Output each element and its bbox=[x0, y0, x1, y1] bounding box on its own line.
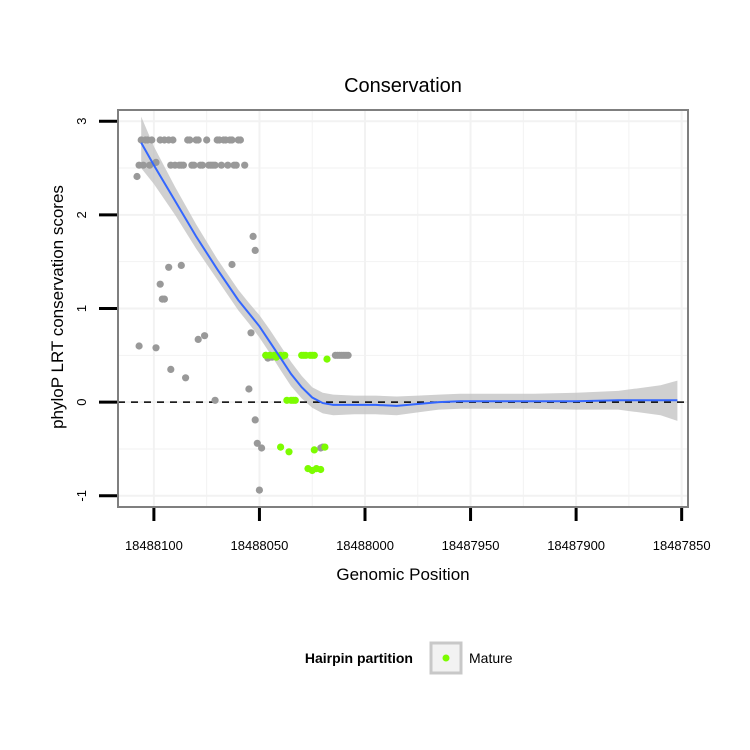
point-mature-10 bbox=[291, 396, 299, 404]
y-tick-label-4: 3 bbox=[74, 118, 89, 125]
point-other-42 bbox=[236, 136, 244, 144]
point-other-52 bbox=[182, 374, 190, 382]
point-other-19 bbox=[186, 136, 194, 144]
point-other-54 bbox=[201, 332, 209, 340]
point-other-63 bbox=[258, 444, 266, 452]
point-other-59 bbox=[251, 246, 259, 254]
point-other-30 bbox=[211, 161, 219, 169]
x-axis: 18488100 18488050 18488000 18487950 18487900… bbox=[125, 508, 711, 553]
point-mature-12 bbox=[285, 448, 293, 456]
y-axis-label: phyloP LRT conservation scores bbox=[48, 185, 67, 429]
point-other-51 bbox=[177, 261, 185, 269]
point-other-38 bbox=[228, 136, 236, 144]
legend-key-mature bbox=[442, 654, 450, 662]
point-mature-23 bbox=[317, 465, 325, 474]
x-tick-label-0: 18488100 bbox=[125, 538, 183, 553]
point-other-49 bbox=[165, 263, 173, 271]
point-other-62 bbox=[253, 439, 261, 447]
point-other-13 bbox=[169, 136, 177, 144]
point-other-43 bbox=[241, 161, 249, 169]
y-tick-label-0: -1 bbox=[74, 490, 89, 502]
x-tick-label-4: 18487900 bbox=[547, 538, 605, 553]
point-other-0 bbox=[133, 172, 141, 181]
point-other-56 bbox=[228, 260, 236, 269]
point-mature-25 bbox=[323, 355, 331, 363]
smooth-fit-line bbox=[140, 142, 678, 407]
x-tick-label-3: 18487950 bbox=[442, 538, 500, 553]
point-other-25 bbox=[198, 161, 206, 169]
point-other-55 bbox=[211, 396, 219, 404]
point-other-17 bbox=[179, 161, 187, 169]
point-other-36 bbox=[224, 161, 232, 169]
point-other-6 bbox=[146, 161, 154, 169]
confidence-band bbox=[141, 116, 678, 421]
x-axis-label: Genomic Position bbox=[336, 565, 469, 584]
panel-border bbox=[117, 109, 689, 508]
point-other-57 bbox=[247, 329, 255, 337]
legend: Hairpin partition Mature bbox=[305, 641, 513, 675]
point-other-40 bbox=[232, 161, 240, 169]
legend-title: Hairpin partition bbox=[305, 650, 413, 666]
confidence-band-layer bbox=[141, 116, 678, 421]
grid-lines bbox=[118, 110, 688, 507]
point-other-26 bbox=[203, 136, 211, 144]
point-other-7 bbox=[148, 136, 156, 144]
x-tick-label-1: 18488050 bbox=[231, 538, 289, 553]
x-tick-label-5: 18487850 bbox=[653, 538, 711, 553]
point-other-64 bbox=[255, 486, 263, 494]
legend-label-mature: Mature bbox=[469, 650, 513, 666]
point-other-77 bbox=[344, 351, 352, 359]
point-mature-21 bbox=[310, 446, 318, 454]
y-axis: -1 0 1 2 3 bbox=[74, 118, 117, 502]
point-other-60 bbox=[245, 385, 253, 393]
chart-title: Conservation bbox=[344, 75, 462, 97]
point-other-3 bbox=[139, 161, 147, 169]
x-tick-label-2: 18488000 bbox=[336, 538, 394, 553]
point-other-44 bbox=[135, 342, 143, 350]
point-other-58 bbox=[249, 232, 257, 240]
point-other-23 bbox=[194, 136, 202, 144]
smooth-fit-layer bbox=[140, 142, 678, 407]
y-tick-label-2: 1 bbox=[74, 305, 89, 312]
point-other-61 bbox=[251, 416, 259, 424]
y-tick-label-3: 2 bbox=[74, 211, 89, 218]
point-other-46 bbox=[156, 280, 164, 288]
point-other-48 bbox=[160, 295, 168, 303]
data-points bbox=[133, 136, 352, 494]
point-other-50 bbox=[167, 365, 175, 373]
point-mature-6 bbox=[281, 351, 289, 359]
point-other-21 bbox=[190, 161, 198, 169]
point-other-33 bbox=[217, 161, 225, 169]
point-mature-18 bbox=[310, 351, 318, 359]
point-mature-11 bbox=[277, 443, 285, 451]
point-mature-24 bbox=[321, 443, 329, 451]
point-other-53 bbox=[194, 335, 202, 343]
point-other-45 bbox=[152, 344, 160, 352]
y-tick-label-1: 0 bbox=[74, 398, 89, 405]
